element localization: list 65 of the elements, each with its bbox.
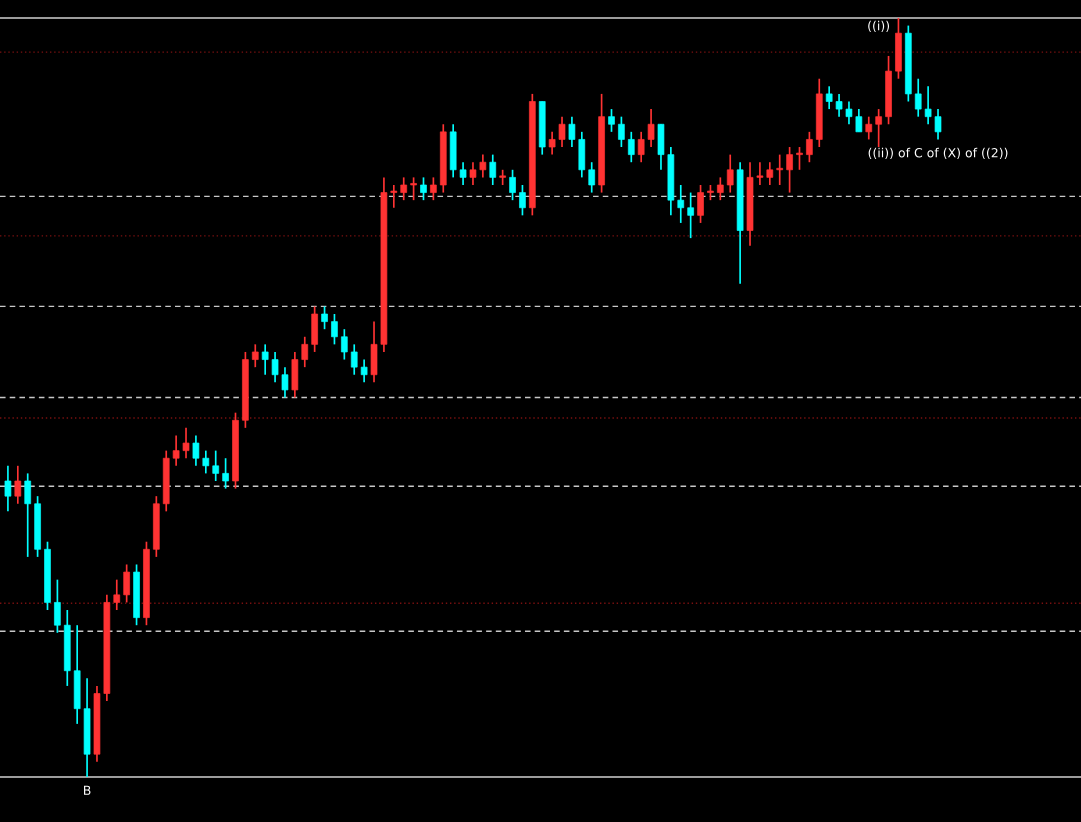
candlestick — [924, 85, 932, 126]
candlestick — [271, 351, 279, 384]
candlestick — [677, 184, 685, 224]
candlestick — [786, 146, 793, 194]
candlestick — [568, 115, 576, 148]
candlestick — [331, 313, 338, 346]
candlestick — [400, 176, 408, 201]
candlestick — [796, 146, 803, 171]
candlestick — [726, 153, 734, 194]
candlestick — [24, 472, 32, 558]
candlestick — [420, 176, 427, 201]
candlestick — [459, 161, 467, 186]
candlestick — [4, 464, 12, 513]
candlestick — [341, 328, 348, 361]
candlestick — [519, 184, 526, 217]
candlestick — [350, 343, 358, 376]
candlestick — [637, 131, 645, 164]
candlestick — [390, 184, 398, 209]
candlestick — [934, 108, 942, 141]
candlestick — [479, 153, 487, 179]
candlestick — [806, 131, 813, 164]
candlestick — [548, 131, 556, 156]
candlestick — [54, 578, 61, 634]
candlestick — [865, 115, 873, 141]
candlestick — [14, 464, 22, 505]
candlestick — [301, 335, 309, 368]
candlestick — [627, 131, 635, 164]
candlestick — [756, 161, 764, 186]
candlestick — [251, 343, 259, 368]
candlestick — [172, 434, 180, 467]
candlestick — [430, 176, 437, 201]
candlestick — [182, 427, 190, 460]
candlestick — [608, 108, 615, 133]
candlestick — [261, 343, 269, 376]
candlestick — [697, 184, 704, 224]
candlestick — [281, 366, 289, 399]
candlestick — [489, 153, 497, 186]
candlestick — [360, 358, 368, 384]
candlestick — [717, 176, 724, 201]
annotation: ((i)) — [868, 20, 890, 32]
candlestick — [588, 161, 596, 194]
candlestick — [123, 563, 130, 604]
candlestick — [766, 161, 774, 186]
candlestick — [558, 115, 566, 148]
candlestick — [835, 93, 843, 118]
candlestick — [509, 168, 516, 201]
candlestick — [222, 457, 229, 490]
candlestick — [469, 161, 477, 186]
candlestick — [618, 115, 625, 148]
candlestick — [914, 77, 922, 118]
candlestick — [776, 153, 784, 186]
candlestick — [410, 176, 417, 201]
candlestick — [687, 191, 694, 239]
candlestick — [202, 449, 210, 475]
candlestick — [647, 108, 655, 148]
candlestick — [212, 449, 220, 482]
candlestick — [855, 108, 863, 133]
candlestick — [192, 434, 200, 467]
candlestick — [875, 108, 882, 148]
annotation: B — [84, 785, 91, 795]
candlestick — [825, 85, 833, 110]
candlestick — [321, 305, 328, 331]
candlestick — [845, 100, 853, 126]
candlestick — [113, 578, 121, 611]
annotation: ((ii)) of C of (X) of ((2)) — [868, 147, 1008, 159]
